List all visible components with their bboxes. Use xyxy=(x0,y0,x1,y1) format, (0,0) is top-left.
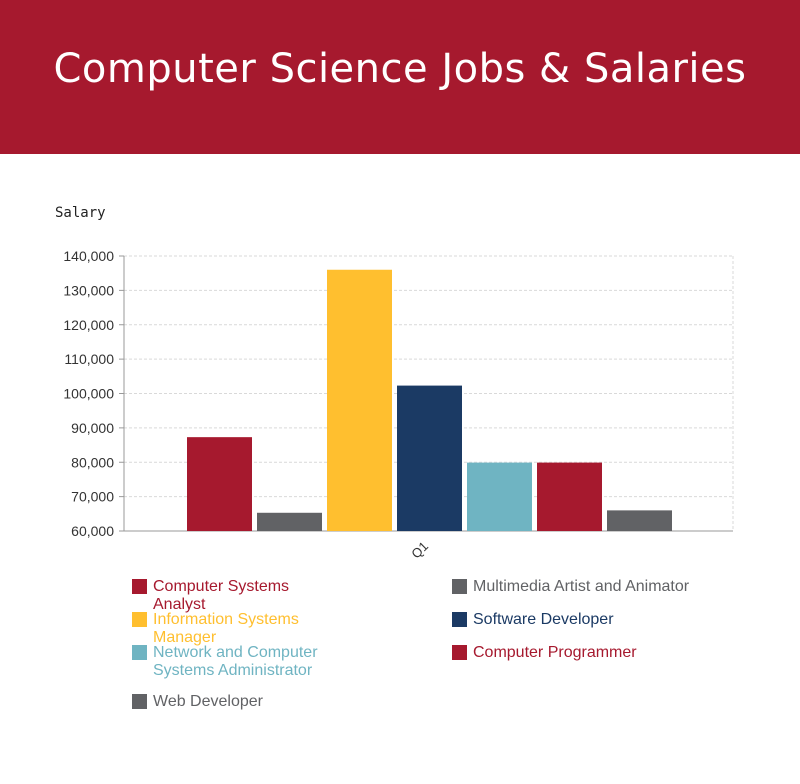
y-tick-label: 70,000 xyxy=(71,489,114,505)
legend-swatch xyxy=(132,694,147,709)
bar-web-developer xyxy=(607,510,672,531)
bar-network-and-computer-systems-administrator xyxy=(467,462,532,531)
legend-label: Web Developer xyxy=(153,693,263,710)
legend-label: Information Systems Manager xyxy=(153,611,299,646)
y-tick-label: 100,000 xyxy=(63,386,114,402)
bar-multimedia-artist-and-animator xyxy=(257,512,322,531)
legend-label: Computer Programmer xyxy=(473,644,637,661)
legend-item[interactable]: Software Developer xyxy=(452,611,614,629)
legend-item[interactable]: Computer Systems Analyst xyxy=(132,578,332,614)
y-tick-label: 90,000 xyxy=(71,420,114,436)
legend-label: Computer Systems Analyst xyxy=(153,578,290,613)
y-axis-label: Salary xyxy=(55,205,106,221)
y-tick-label: 80,000 xyxy=(71,454,114,470)
y-tick-label: 60,000 xyxy=(71,523,114,539)
legend-item[interactable]: Information Systems Manager xyxy=(132,611,332,647)
legend-item[interactable]: Computer Programmer xyxy=(452,644,637,662)
y-tick-label: 120,000 xyxy=(63,317,114,333)
legend-swatch xyxy=(452,579,467,594)
legend-swatch xyxy=(452,612,467,627)
legend-swatch xyxy=(132,645,147,660)
legend-label: Network and Computer Systems Administrat… xyxy=(153,644,318,679)
y-tick-label: 140,000 xyxy=(63,248,114,264)
legend-label: Multimedia Artist and Animator xyxy=(473,578,690,595)
legend-swatch xyxy=(132,579,147,594)
y-tick-label: 110,000 xyxy=(64,351,114,367)
legend-label: Software Developer xyxy=(473,611,614,628)
legend-swatch xyxy=(452,645,467,660)
page-title: Computer Science Jobs & Salaries xyxy=(53,46,747,92)
legend-item[interactable]: Web Developer xyxy=(132,693,263,711)
bar-computer-systems-analyst xyxy=(187,437,252,531)
bar-computer-programmer xyxy=(537,462,602,531)
legend-item[interactable]: Network and Computer Systems Administrat… xyxy=(132,644,332,680)
legend-item[interactable]: Multimedia Artist and Animator xyxy=(452,578,689,596)
bar-software-developer xyxy=(397,385,462,531)
x-tick-label: Q1 xyxy=(408,539,431,562)
header-banner: Computer Science Jobs & Salaries xyxy=(0,0,800,154)
bar-information-systems-manager xyxy=(327,269,392,531)
y-tick-label: 130,000 xyxy=(63,282,114,298)
legend-swatch xyxy=(132,612,147,627)
